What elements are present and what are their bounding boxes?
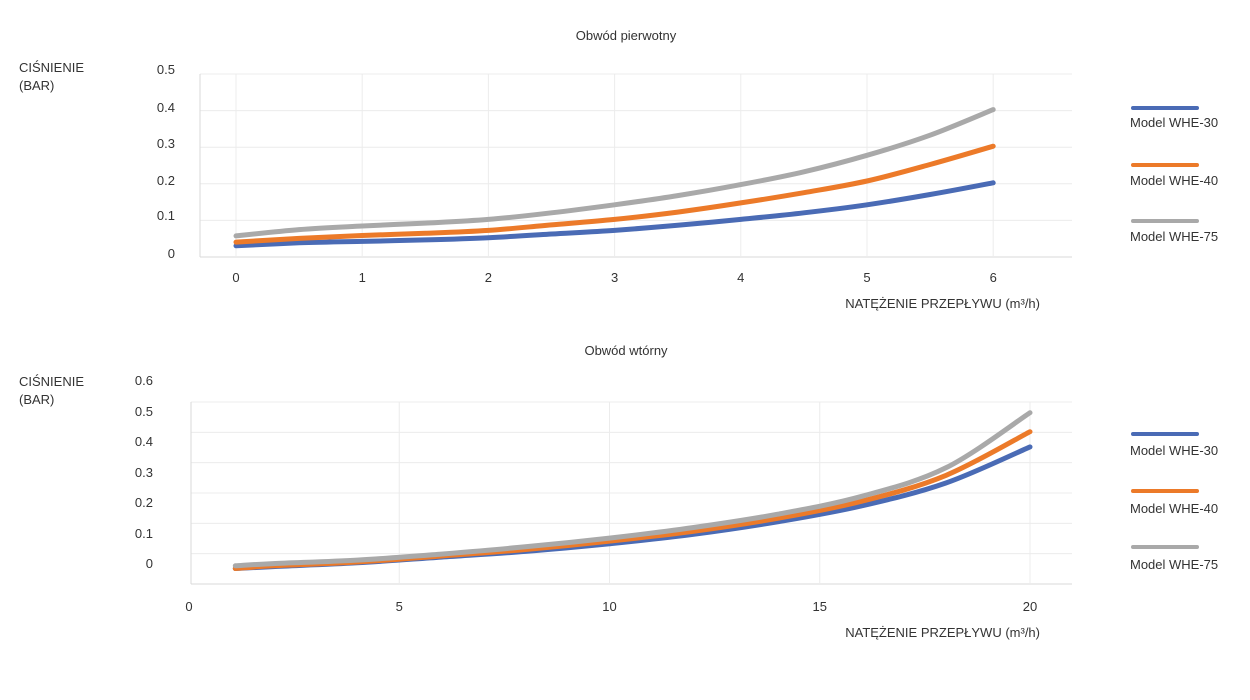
chart-2-ylabel-line-2: (BAR) bbox=[19, 392, 54, 407]
plot-layer: 0 0.1 0.2 0.3 0.4 0.5 0 1 2 3 4 5 6 0 0.1 0.2 0.3 0.4 0.5 0… bbox=[135, 62, 1072, 614]
chart-1-y-tick-label: 0.2 bbox=[157, 173, 175, 188]
chart-1-legend-label-whe-30: Model WHE-30 bbox=[1130, 115, 1218, 130]
chart-2-series-model-whe-40 bbox=[232, 429, 1033, 571]
chart-1-legend-label-whe-75: Model WHE-75 bbox=[1130, 229, 1218, 244]
chart-2-legend-label-whe-75: Model WHE-75 bbox=[1130, 557, 1218, 572]
chart-1-legend-label-whe-40: Model WHE-40 bbox=[1130, 173, 1218, 188]
chart-2-legend-label-whe-40: Model WHE-40 bbox=[1130, 501, 1218, 516]
chart-1-series-model-whe-75 bbox=[233, 107, 996, 239]
chart-2-x-tick-label: 5 bbox=[396, 599, 403, 614]
chart-2-y-tick-label: 0 bbox=[146, 556, 153, 571]
chart-1-x-tick-label: 2 bbox=[485, 270, 492, 285]
chart-1-xlabel: NATĘŻENIE PRZEPŁYWU (m³/h) bbox=[845, 296, 1040, 311]
chart-2-y-tick-label: 0.4 bbox=[135, 434, 153, 449]
chart-2-ylabel-line-1: CIŚNIENIE bbox=[19, 374, 84, 389]
chart-1-y-tick-label: 0.3 bbox=[157, 136, 175, 151]
chart-2-series-model-whe-75 bbox=[232, 410, 1033, 569]
chart-1-y-tick-label: 0 bbox=[168, 246, 175, 261]
chart-1-ylabel-line-2: (BAR) bbox=[19, 78, 54, 93]
chart-1-series-model-whe-30 bbox=[233, 180, 996, 249]
chart-1-x-tick-label: 4 bbox=[737, 270, 744, 285]
chart-2-y-tick-label: 0.5 bbox=[135, 404, 153, 419]
chart-2-y-tick-label: 0.3 bbox=[135, 465, 153, 480]
chart-2-legend-label-whe-30: Model WHE-30 bbox=[1130, 443, 1218, 458]
chart-2-x-tick-label: 0 bbox=[185, 599, 192, 614]
chart-2-y-tick-label: 0.1 bbox=[135, 526, 153, 541]
chart-1-series-model-whe-40 bbox=[233, 143, 996, 245]
chart-1-x-tick-label: 0 bbox=[232, 270, 239, 285]
chart-2-x-tick-label: 15 bbox=[813, 599, 827, 614]
chart-1-title: Obwód pierwotny bbox=[576, 28, 677, 43]
chart-1-x-tick-label: 6 bbox=[990, 270, 997, 285]
chart-2-x-tick-label: 20 bbox=[1023, 599, 1037, 614]
chart-2-x-tick-label: 10 bbox=[602, 599, 616, 614]
chart-1-y-tick-label: 0.1 bbox=[157, 208, 175, 223]
chart-1-x-tick-label: 5 bbox=[863, 270, 870, 285]
chart-2-title: Obwód wtórny bbox=[584, 343, 668, 358]
chart-1-x-tick-label: 3 bbox=[611, 270, 618, 285]
chart-1-y-tick-label: 0.4 bbox=[157, 100, 175, 115]
chart-2-xlabel: NATĘŻENIE PRZEPŁYWU (m³/h) bbox=[845, 625, 1040, 640]
chart-2-y-tick-label: 0.2 bbox=[135, 495, 153, 510]
chart-2-series-model-whe-30 bbox=[232, 444, 1033, 571]
chart-2-y-tick-label: 0.6 bbox=[135, 373, 153, 388]
chart-1-y-tick-label: 0.5 bbox=[157, 62, 175, 77]
chart-1-ylabel-line-1: CIŚNIENIE bbox=[19, 60, 84, 75]
chart-1-x-tick-label: 1 bbox=[359, 270, 366, 285]
